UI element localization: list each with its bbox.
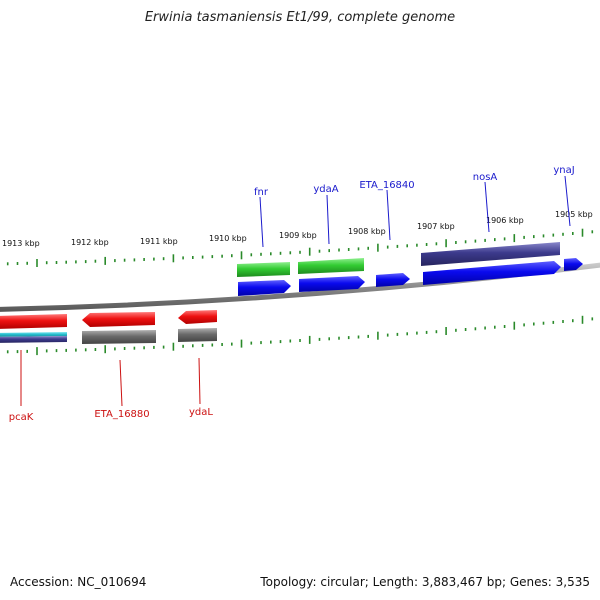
- gene-fnr-blue[interactable]: [238, 280, 291, 296]
- gene-pcaK-cyan[interactable]: [0, 332, 67, 337]
- genome-backbone: [0, 262, 600, 312]
- gene-ydaL-red[interactable]: [178, 310, 217, 324]
- leader-line-fnr: [259, 196, 264, 248]
- tick-label: 1906 kbp: [486, 216, 524, 225]
- gene-label-pcaK[interactable]: pcaK: [9, 412, 34, 423]
- tick-track-forward: [6, 228, 594, 267]
- forward-genes: [237, 242, 583, 296]
- gene-label-nosA[interactable]: nosA: [473, 172, 498, 183]
- gene-nosA-blue[interactable]: [423, 261, 561, 285]
- accession-label: Accession: NC_010694: [10, 575, 147, 589]
- gene-fnr-green[interactable]: [237, 262, 290, 277]
- gene-nosA-navy[interactable]: [421, 242, 560, 266]
- gene-ydaL-gray[interactable]: [178, 328, 217, 342]
- gene-label-ydaA[interactable]: ydaA: [313, 184, 338, 195]
- tick-label: 1909 kbp: [279, 231, 317, 240]
- reverse-genes: [0, 310, 217, 344]
- leader-line-ydaL: [198, 357, 201, 405]
- gene-label-ETA_16840[interactable]: ETA_16840: [359, 180, 414, 191]
- leader-line-ETA_16880: [119, 359, 123, 407]
- tick-label: 1911 kbp: [140, 237, 178, 246]
- gene-label-ynaJ[interactable]: ynaJ: [553, 165, 574, 176]
- tick-label: 1905 kbp: [555, 210, 593, 219]
- gene-ETA_16880-red[interactable]: [82, 312, 155, 327]
- leader-line-ETA_16840: [386, 189, 391, 241]
- tick-label: 1912 kbp: [71, 238, 109, 247]
- genome-stats-label: Topology: circular; Length: 3,883,467 bp…: [260, 575, 590, 589]
- tick-track-reverse: [6, 315, 594, 356]
- leader-line-ydaA: [326, 194, 330, 245]
- tick-label: 1907 kbp: [417, 222, 455, 231]
- gene-ETA_16840-blue[interactable]: [376, 273, 410, 287]
- gene-ynaJ-blue[interactable]: [564, 258, 583, 271]
- tick-label: 1910 kbp: [209, 234, 247, 243]
- leader-line-nosA: [484, 181, 490, 233]
- gene-label-ETA_16880[interactable]: ETA_16880: [94, 409, 149, 420]
- leader-line-ynaJ: [564, 175, 571, 227]
- tick-label: 1913 kbp: [2, 239, 40, 248]
- page-title: Erwinia tasmaniensis Et1/99, complete ge…: [144, 10, 456, 25]
- gene-ETA_16880-gray[interactable]: [82, 330, 156, 344]
- gene-label-ydaL[interactable]: ydaL: [189, 407, 213, 418]
- gene-ydaA-blue[interactable]: [299, 276, 365, 292]
- gene-ydaA-green[interactable]: [298, 258, 364, 274]
- gene-pcaK-navy[interactable]: [0, 336, 67, 343]
- gene-pcaK-red[interactable]: [0, 314, 67, 329]
- tick-label: 1908 kbp: [348, 227, 386, 236]
- gene-label-fnr[interactable]: fnr: [254, 187, 269, 198]
